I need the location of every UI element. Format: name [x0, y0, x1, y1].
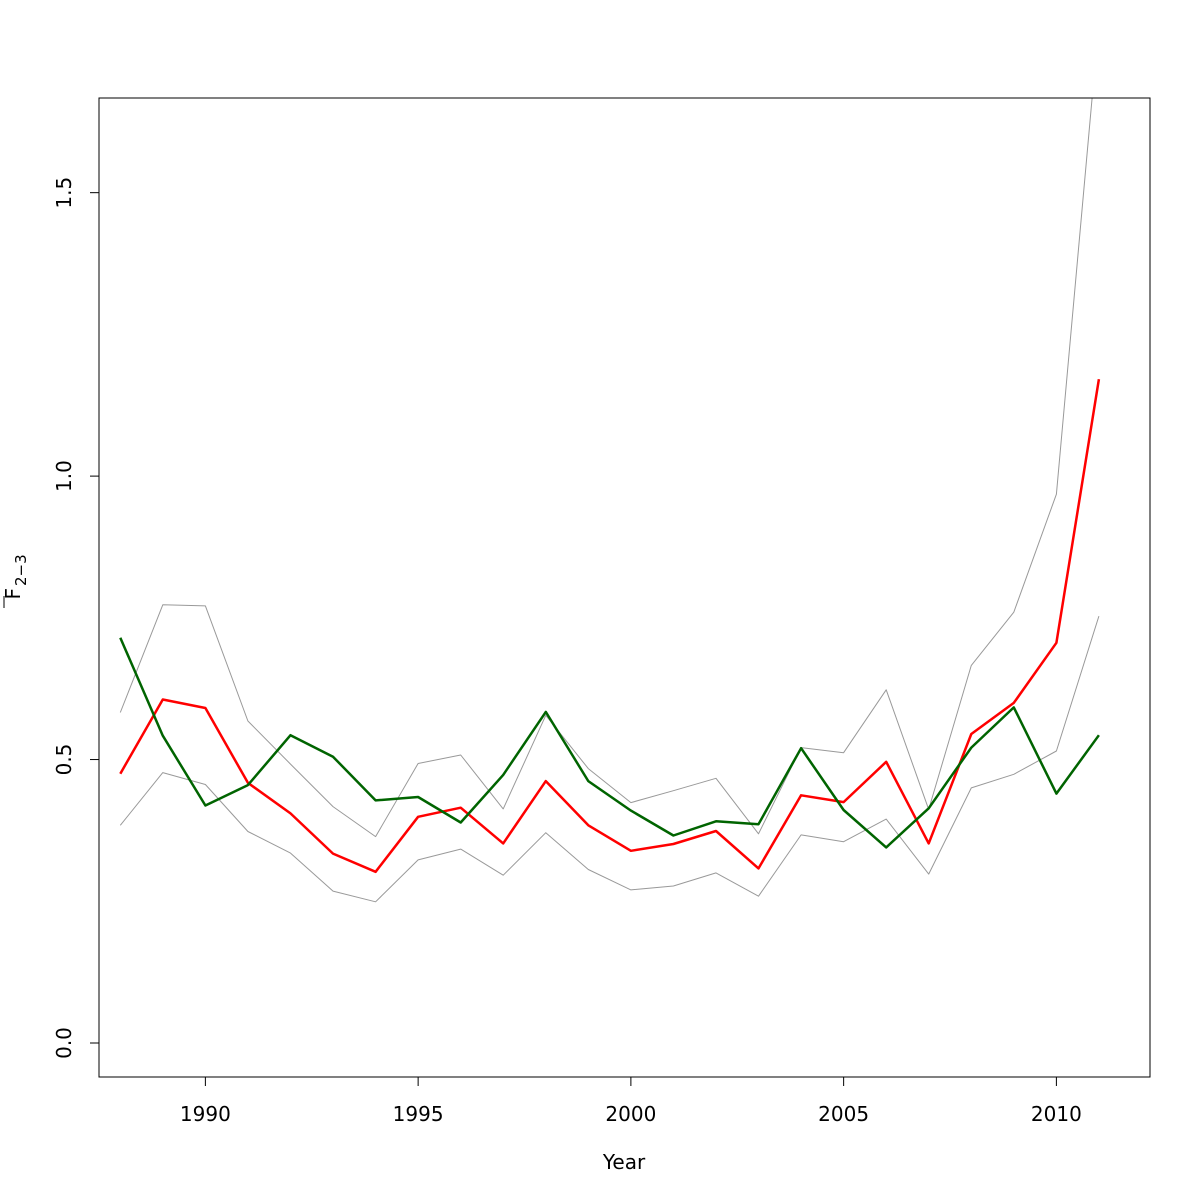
series-line-lower-bound: [119, 615, 1100, 903]
series-line-estimate: [119, 379, 1101, 874]
y-tick-label: 0.5: [52, 744, 76, 776]
x-axis: 1990 1995 2000 2005 2010: [180, 1077, 1082, 1126]
y-tick-label: 1.5: [52, 177, 76, 209]
svg-text:F: F: [1, 588, 25, 600]
series-line-upper-bound: [119, 98, 1093, 838]
series-layer: [119, 98, 1101, 903]
y-axis-label-main: F: [1, 588, 25, 600]
y-axis-label: F 2−3: [1, 554, 30, 608]
x-tick-label: 2000: [605, 1102, 656, 1126]
y-axis-label-subscript: 2−3: [12, 554, 30, 586]
x-axis-label: Year: [602, 1150, 646, 1174]
x-tick-label: 1995: [393, 1102, 444, 1126]
x-tick-label: 1990: [180, 1102, 231, 1126]
y-tick-label: 1.0: [52, 460, 76, 492]
series-line-comparison: [119, 637, 1100, 849]
svg-text:2−3: 2−3: [12, 554, 30, 586]
x-tick-label: 2005: [818, 1102, 869, 1126]
plot-frame: [98, 97, 1151, 1078]
y-tick-label: 0.0: [52, 1027, 76, 1059]
y-axis: 0.0 0.5 1.0 1.5: [52, 177, 99, 1059]
x-tick-label: 2010: [1031, 1102, 1082, 1126]
